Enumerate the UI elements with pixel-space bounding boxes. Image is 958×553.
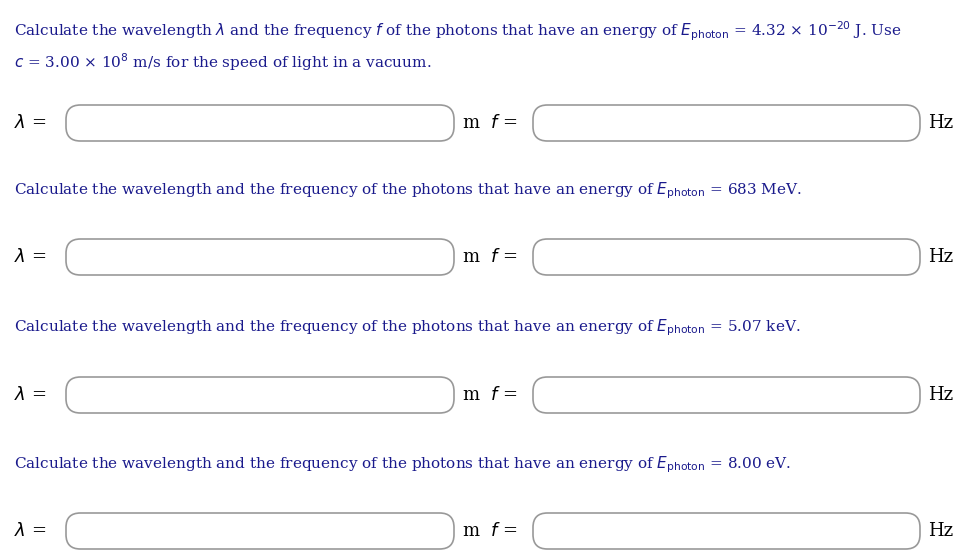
Text: $\lambda$ =: $\lambda$ =: [14, 522, 46, 540]
Text: $f$ =: $f$ =: [490, 114, 517, 132]
Text: Calculate the wavelength and the frequency of the photons that have an energy of: Calculate the wavelength and the frequen…: [14, 180, 802, 201]
Text: Hz: Hz: [928, 522, 953, 540]
Text: m: m: [462, 248, 479, 266]
Text: $\lambda$ =: $\lambda$ =: [14, 248, 46, 266]
Text: Calculate the wavelength and the frequency of the photons that have an energy of: Calculate the wavelength and the frequen…: [14, 455, 791, 475]
Text: Hz: Hz: [928, 248, 953, 266]
FancyBboxPatch shape: [533, 377, 920, 413]
Text: $f$ =: $f$ =: [490, 522, 517, 540]
FancyBboxPatch shape: [533, 239, 920, 275]
Text: Calculate the wavelength and the frequency of the photons that have an energy of: Calculate the wavelength and the frequen…: [14, 317, 801, 338]
FancyBboxPatch shape: [533, 105, 920, 141]
FancyBboxPatch shape: [66, 513, 454, 549]
Text: Calculate the wavelength $\lambda$ and the frequency $f$ of the photons that hav: Calculate the wavelength $\lambda$ and t…: [14, 20, 901, 43]
FancyBboxPatch shape: [66, 377, 454, 413]
Text: $f$ =: $f$ =: [490, 248, 517, 266]
Text: m: m: [462, 522, 479, 540]
FancyBboxPatch shape: [533, 513, 920, 549]
Text: Hz: Hz: [928, 114, 953, 132]
Text: m: m: [462, 114, 479, 132]
Text: m: m: [462, 386, 479, 404]
Text: $\lambda$ =: $\lambda$ =: [14, 114, 46, 132]
Text: $c$ = 3.00 × 10$^8$ m/s for the speed of light in a vacuum.: $c$ = 3.00 × 10$^8$ m/s for the speed of…: [14, 51, 431, 73]
Text: $\lambda$ =: $\lambda$ =: [14, 386, 46, 404]
FancyBboxPatch shape: [66, 239, 454, 275]
Text: $f$ =: $f$ =: [490, 386, 517, 404]
Text: Hz: Hz: [928, 386, 953, 404]
FancyBboxPatch shape: [66, 105, 454, 141]
